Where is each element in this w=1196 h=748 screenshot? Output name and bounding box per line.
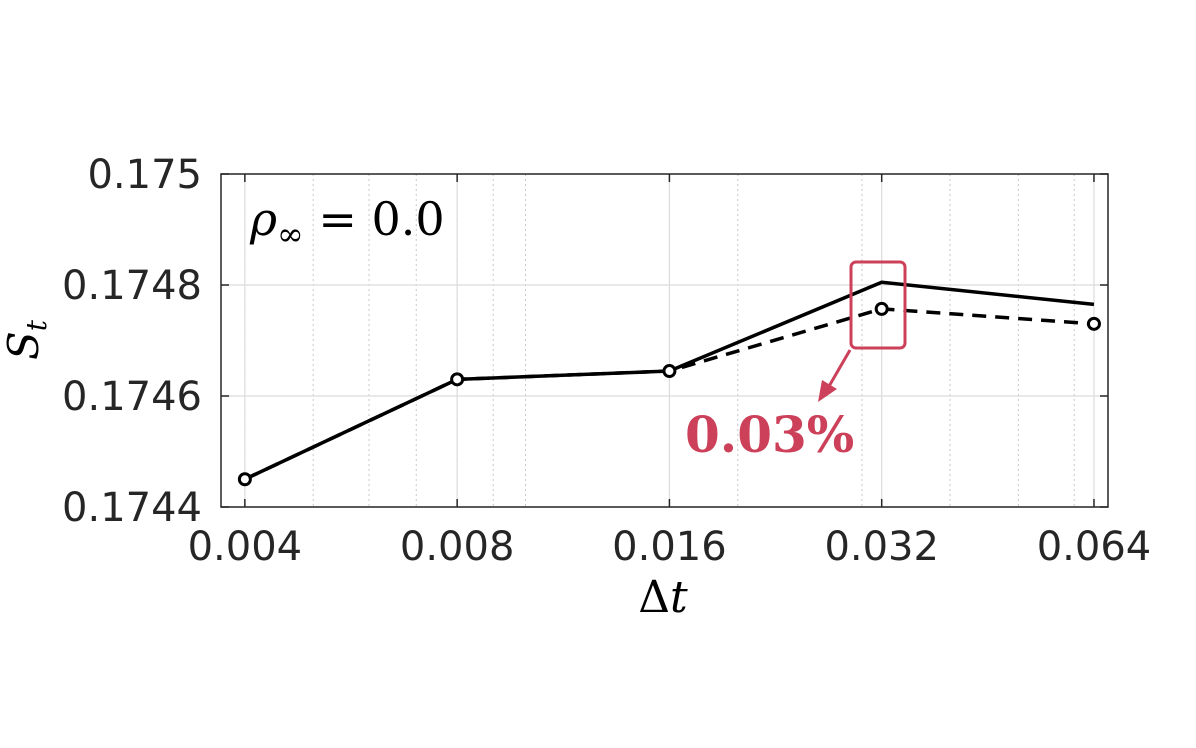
x-tick-label: 0.064 bbox=[1037, 524, 1152, 570]
data-point-marker bbox=[662, 364, 677, 379]
x-tick-label: 0.008 bbox=[400, 524, 515, 570]
highlight-box bbox=[849, 260, 907, 350]
x-tick-label: 0.016 bbox=[612, 524, 727, 570]
y-tick-label: 0.1746 bbox=[62, 374, 202, 420]
y-label-sub: t bbox=[20, 319, 53, 331]
rho-annotation: ρ∞ = 0.0 bbox=[249, 192, 445, 253]
axes-box bbox=[220, 173, 1109, 508]
data-point-marker bbox=[237, 472, 252, 487]
x-tick-label: 0.004 bbox=[188, 524, 303, 570]
x-label-delta: Δ bbox=[638, 572, 670, 623]
x-label-var: t bbox=[670, 572, 688, 623]
data-point-marker bbox=[450, 372, 465, 387]
rho-symbol: ρ bbox=[249, 192, 277, 246]
x-axis-label: Δt bbox=[638, 572, 688, 623]
rho-subscript: ∞ bbox=[277, 215, 304, 253]
percent-annotation: 0.03% bbox=[685, 405, 854, 464]
y-axis-label: St bbox=[0, 319, 53, 360]
y-tick-label: 0.1748 bbox=[62, 263, 202, 309]
rho-value: = 0.0 bbox=[304, 192, 445, 246]
annotation-arrow-shaft bbox=[826, 349, 852, 389]
x-axis: 0.004 0.008 0.016 0.032 0.064 bbox=[188, 174, 1152, 570]
data-point-marker bbox=[1086, 316, 1101, 331]
y-tick-label: 0.175 bbox=[87, 152, 202, 198]
x-tick-label: 0.032 bbox=[824, 524, 939, 570]
data-point-marker bbox=[874, 301, 889, 316]
y-axis: 0.1744 0.1746 0.1748 0.175 bbox=[62, 152, 1108, 531]
y-label-var: S bbox=[0, 331, 48, 360]
y-tick-label: 0.1744 bbox=[62, 485, 202, 531]
annotation-arrow-head bbox=[818, 380, 837, 402]
series-layer bbox=[237, 280, 1101, 487]
